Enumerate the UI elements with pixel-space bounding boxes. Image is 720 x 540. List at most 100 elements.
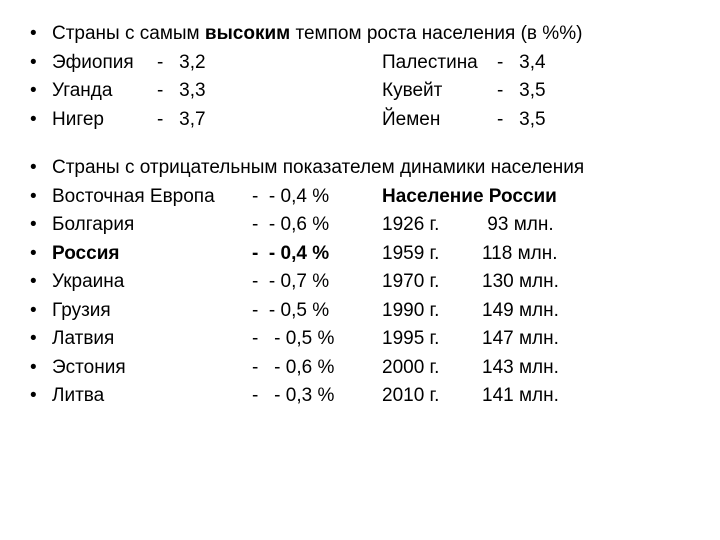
bullet: • (30, 354, 52, 383)
dash: - (497, 106, 503, 135)
bullet: • (30, 297, 52, 326)
dash: - (252, 300, 258, 321)
growth-row: •Нигер- 3,7Йемен- 3,5 (30, 106, 690, 135)
title-post: темпом роста населения (в %%) (290, 23, 582, 44)
decline-left: Россия- - 0,4 % (52, 240, 382, 269)
russia-pop-col: 1959 г.118 млн. (382, 240, 690, 269)
population-value: 147 млн. (482, 328, 559, 349)
decline-left: Эстония- - 0,6 % (52, 354, 382, 383)
dash: - (252, 385, 258, 406)
dash: - (252, 243, 258, 264)
decline-row: •Украина- - 0,7 %1970 г.130 млн. (30, 268, 690, 297)
dash: - (497, 49, 503, 78)
russia-pop-col: 2010 г.141 млн. (382, 382, 690, 411)
russia-pop-col: 2000 г.143 млн. (382, 354, 690, 383)
country-name: Эфиопия (52, 49, 157, 78)
country-name: Уганда (52, 77, 157, 106)
bullet: • (30, 240, 52, 269)
population-value: 130 млн. (482, 271, 559, 292)
section1-title-row: • Страны с самым высоким темпом роста на… (30, 20, 690, 49)
decline-row: •Грузия- - 0,5 %1990 г.149 млн. (30, 297, 690, 326)
decline-value: - 0,4 % (269, 243, 329, 264)
growth-value: 3,7 (179, 109, 205, 130)
growth-value: 3,2 (179, 52, 205, 73)
year: 1990 г. (382, 297, 482, 326)
dash: - (252, 214, 258, 235)
decline-value: - 0,3 % (269, 385, 334, 406)
population-value: 143 млн. (482, 357, 559, 378)
bullet: • (30, 106, 52, 135)
decline-value: - 0,5 % (269, 328, 334, 349)
population-value: 93 млн. (482, 214, 554, 235)
russia-pop-col: Население России (382, 183, 690, 212)
growth-left: Уганда- 3,3 (52, 77, 382, 106)
bullet: • (30, 211, 52, 240)
decline-value: - 0,5 % (269, 300, 329, 321)
title-pre: Страны с самым (52, 23, 205, 44)
growth-left: Эфиопия- 3,2 (52, 49, 382, 78)
decline-value: - 0,7 % (269, 271, 329, 292)
population-value: 118 млн. (482, 243, 558, 264)
country-name: Украина (52, 268, 252, 297)
decline-value: - 0,6 % (269, 357, 334, 378)
dash: - (252, 186, 258, 207)
russia-pop-col: 1970 г.130 млн. (382, 268, 690, 297)
russia-pop-col: 1926 г. 93 млн. (382, 211, 690, 240)
country-name: Грузия (52, 297, 252, 326)
bullet: • (30, 268, 52, 297)
country-name: Палестина (382, 49, 497, 78)
year: 1926 г. (382, 211, 482, 240)
dash: - (497, 77, 503, 106)
growth-right: Кувейт- 3,5 (382, 77, 690, 106)
decline-value: - 0,6 % (269, 214, 329, 235)
growth-value: 3,5 (519, 109, 545, 130)
bullet: • (30, 154, 52, 183)
section2-title: Страны с отрицательным показателем динам… (52, 154, 584, 183)
russia-pop-title: Население России (382, 186, 557, 207)
population-value: 149 млн. (482, 300, 559, 321)
growth-value: 3,3 (179, 80, 205, 101)
growth-left: Нигер- 3,7 (52, 106, 382, 135)
bullet: • (30, 20, 52, 49)
year: 2000 г. (382, 354, 482, 383)
dash: - (252, 271, 258, 292)
year: 2010 г. (382, 382, 482, 411)
section1-title: Страны с самым высоким темпом роста насе… (52, 20, 582, 49)
dash: - (157, 106, 163, 135)
country-name: Нигер (52, 106, 157, 135)
decline-row: •Латвия- - 0,5 % 1995 г.147 млн. (30, 325, 690, 354)
country-name: Эстония (52, 354, 252, 383)
country-name: Литва (52, 382, 252, 411)
country-name: Болгария (52, 211, 252, 240)
decline-left: Латвия- - 0,5 % (52, 325, 382, 354)
dash: - (157, 77, 163, 106)
country-name: Россия (52, 240, 252, 269)
bullet: • (30, 382, 52, 411)
year: 1959 г. (382, 240, 482, 269)
decline-row: •Восточная Европа- - 0,4 %Население Росс… (30, 183, 690, 212)
decline-row: •Россия- - 0,4 %1959 г.118 млн. (30, 240, 690, 269)
population-value: 141 млн. (482, 385, 559, 406)
growth-value: 3,4 (519, 52, 545, 73)
decline-row: •Литва- - 0,3 % 2010 г.141 млн. (30, 382, 690, 411)
growth-row: •Эфиопия- 3,2Палестина- 3,4 (30, 49, 690, 78)
year: 1995 г. (382, 325, 482, 354)
decline-left: Восточная Европа- - 0,4 % (52, 183, 382, 212)
bullet: • (30, 325, 52, 354)
decline-value: - 0,4 % (269, 186, 329, 207)
country-name: Восточная Европа (52, 183, 252, 212)
dash: - (252, 357, 258, 378)
growth-row: •Уганда- 3,3Кувейт- 3,5 (30, 77, 690, 106)
title-bold: высоким (205, 23, 290, 44)
bullet: • (30, 77, 52, 106)
country-name: Йемен (382, 106, 497, 135)
decline-left: Литва- - 0,3 % (52, 382, 382, 411)
growth-right: Йемен- 3,5 (382, 106, 690, 135)
decline-row: •Болгария- - 0,6 % 1926 г. 93 млн. (30, 211, 690, 240)
decline-left: Грузия- - 0,5 % (52, 297, 382, 326)
dash: - (252, 328, 258, 349)
country-name: Кувейт (382, 77, 497, 106)
decline-left: Украина- - 0,7 % (52, 268, 382, 297)
bullet: • (30, 49, 52, 78)
country-name: Латвия (52, 325, 252, 354)
